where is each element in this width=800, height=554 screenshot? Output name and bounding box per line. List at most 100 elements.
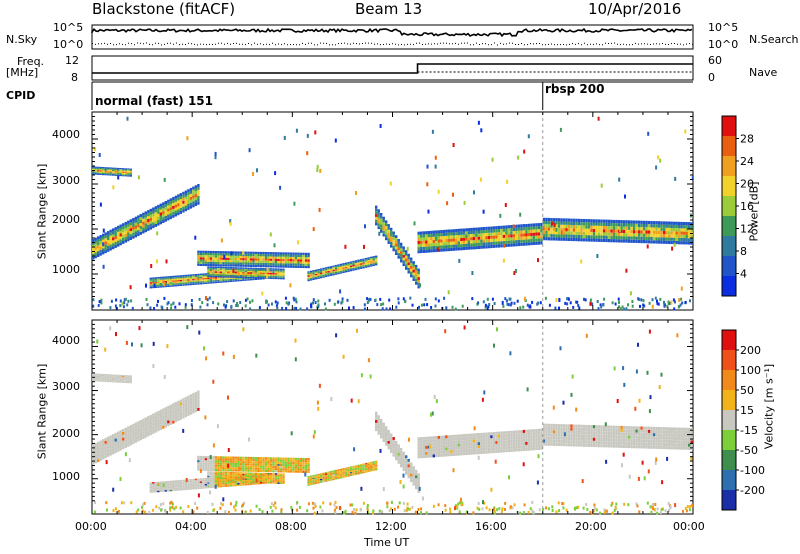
heatmap-cell bbox=[392, 234, 395, 238]
heatmap-cell bbox=[492, 438, 496, 441]
heatmap-cell bbox=[452, 244, 455, 248]
heatmap-cell bbox=[239, 469, 243, 472]
heatmap-cell bbox=[234, 483, 238, 485]
heatmap-cell bbox=[247, 481, 250, 483]
freq-panel-frame bbox=[91, 55, 694, 81]
scatter-cell bbox=[293, 306, 296, 310]
heatmap-cell bbox=[277, 474, 280, 477]
heatmap-cell bbox=[172, 417, 175, 421]
heatmap-cell bbox=[239, 268, 243, 271]
heatmap-cell bbox=[209, 464, 213, 467]
heatmap-cell bbox=[224, 274, 228, 277]
heatmap-cell bbox=[134, 431, 137, 435]
heatmap-cell bbox=[372, 464, 375, 466]
heatmap-cell bbox=[572, 430, 576, 434]
heatmap-cell bbox=[162, 217, 165, 221]
heatmap-cell bbox=[375, 219, 378, 223]
heatmap-cell bbox=[174, 480, 177, 482]
heatmap-cell bbox=[552, 234, 556, 238]
heatmap-cell bbox=[585, 228, 588, 232]
heatmap-cell bbox=[527, 230, 531, 234]
heatmap-cell bbox=[124, 433, 127, 437]
heatmap-cell bbox=[124, 445, 127, 448]
heatmap-cell bbox=[480, 445, 483, 448]
heatmap-cell bbox=[512, 237, 516, 241]
heatmap-cell bbox=[187, 283, 190, 286]
heatmap-cell bbox=[267, 260, 270, 263]
heatmap-cell bbox=[460, 452, 463, 456]
heatmap-cell bbox=[347, 475, 350, 477]
heatmap-cell bbox=[312, 274, 315, 276]
heatmap-cell bbox=[149, 491, 152, 493]
heatmap-cell bbox=[432, 236, 435, 240]
scatter-cell bbox=[664, 303, 666, 307]
heatmap-cell bbox=[134, 222, 137, 226]
heatmap-cell bbox=[362, 467, 365, 470]
heatmap-cell bbox=[274, 265, 278, 268]
heatmap-cell bbox=[557, 439, 561, 443]
heatmap-cell bbox=[675, 224, 678, 229]
heatmap-cell bbox=[515, 439, 518, 443]
heatmap-cell bbox=[507, 228, 511, 232]
heatmap-cell bbox=[164, 276, 167, 278]
heatmap-cell bbox=[262, 269, 265, 271]
heatmap-cell bbox=[192, 396, 195, 399]
heatmap-cell bbox=[149, 285, 152, 287]
heatmap-cell bbox=[673, 237, 676, 241]
heatmap-cell bbox=[652, 233, 656, 238]
heatmap-cell bbox=[224, 257, 228, 260]
heatmap-cell bbox=[184, 281, 188, 283]
heatmap-cell bbox=[207, 483, 210, 486]
heatmap-cell bbox=[277, 480, 280, 483]
heatmap-cell bbox=[152, 428, 155, 431]
heatmap-cell bbox=[432, 445, 435, 449]
heatmap-cell bbox=[517, 233, 521, 237]
heatmap-cell bbox=[147, 210, 150, 214]
heatmap-cell bbox=[149, 280, 152, 283]
scatter-cell bbox=[504, 297, 507, 301]
heatmap-cell bbox=[668, 234, 671, 238]
heatmap-cell bbox=[354, 261, 358, 263]
heatmap-cell bbox=[167, 420, 170, 424]
heatmap-cell bbox=[287, 466, 290, 469]
heatmap-cell bbox=[244, 277, 248, 280]
heatmap-cell bbox=[137, 432, 140, 436]
heatmap-cell bbox=[167, 405, 170, 409]
heatmap-cell bbox=[239, 276, 243, 279]
heatmap-cell bbox=[365, 257, 368, 260]
heatmap-cell bbox=[417, 268, 420, 272]
scatter-cell bbox=[385, 307, 388, 311]
heatmap-cell bbox=[164, 201, 167, 204]
heatmap-cell bbox=[462, 440, 465, 444]
heatmap-cell bbox=[377, 426, 380, 430]
heatmap-cell bbox=[124, 376, 127, 378]
heatmap-cell bbox=[104, 250, 107, 254]
heatmap-cell bbox=[214, 471, 218, 473]
scatter-cell bbox=[258, 306, 261, 310]
heatmap-cell bbox=[442, 441, 445, 445]
heatmap-cell bbox=[172, 489, 175, 492]
scatter-cell bbox=[420, 303, 423, 307]
heatmap-cell bbox=[199, 252, 203, 255]
heatmap-cell bbox=[242, 270, 245, 272]
heatmap-cell bbox=[234, 257, 238, 261]
heatmap-cell bbox=[395, 449, 398, 452]
heatmap-cell bbox=[242, 279, 245, 281]
heatmap-cell bbox=[334, 264, 338, 267]
heatmap-cell bbox=[427, 451, 430, 455]
heatmap-cell bbox=[109, 377, 112, 379]
heatmap-cell bbox=[207, 475, 210, 478]
heatmap-cell bbox=[274, 277, 278, 280]
heatmap-cell bbox=[159, 489, 162, 491]
heatmap-cell bbox=[217, 483, 220, 485]
heatmap-cell bbox=[222, 273, 225, 275]
scatter-cell bbox=[206, 303, 209, 307]
heatmap-cell bbox=[212, 478, 215, 481]
heatmap-cell bbox=[107, 445, 110, 449]
heatmap-cell bbox=[219, 276, 223, 278]
heatmap-cell bbox=[154, 212, 157, 216]
heatmap-cell bbox=[447, 235, 450, 239]
heatmap-cell bbox=[267, 474, 270, 476]
heatmap-cell bbox=[189, 277, 193, 279]
heatmap-cell bbox=[530, 444, 533, 448]
